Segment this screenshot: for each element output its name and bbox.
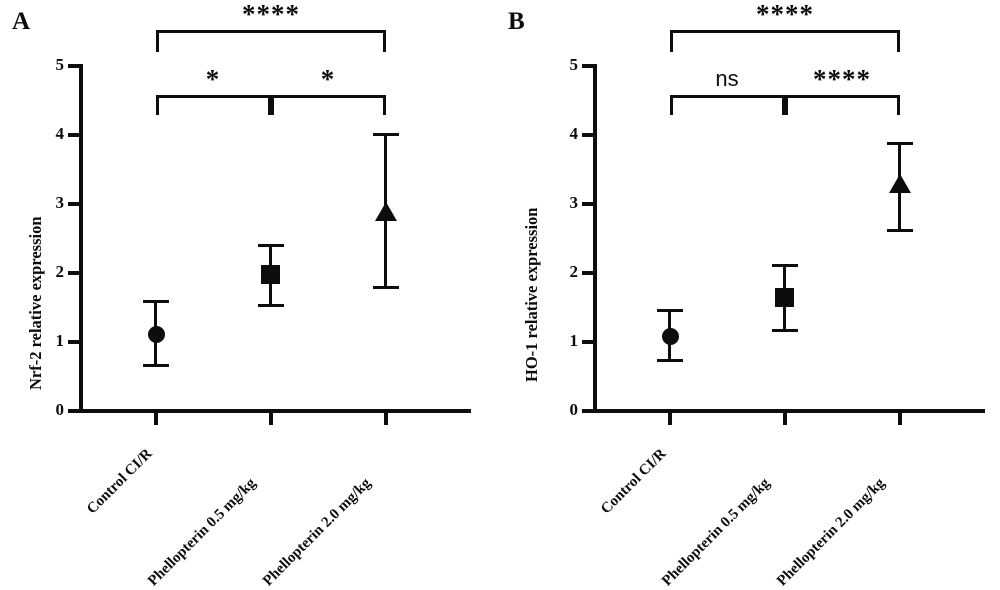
significance-label-b-0: **** (756, 0, 814, 29)
error-bar-cap-bottom-b-2 (887, 229, 913, 232)
y-tick-label-a-3: 3 (55, 193, 65, 212)
error-bar-cap-top-b-1 (772, 264, 798, 267)
error-bar-cap-top-b-2 (887, 142, 913, 145)
y-tick-b-5 (582, 64, 594, 68)
y-tick-b-1 (582, 340, 594, 344)
x-tick-b-0 (668, 413, 672, 425)
x-tick-label-b-1: Phellopterin 0.5 mg/kg (659, 475, 774, 590)
y-tick-label-a-4: 4 (55, 124, 65, 143)
data-point-marker-a-0 (148, 326, 165, 343)
panel-letter-a: A (12, 8, 31, 35)
y-tick-a-2 (68, 271, 80, 275)
y-tick-a-0 (68, 409, 80, 413)
error-bar-cap-bottom-b-0 (657, 359, 683, 362)
x-tick-a-0 (154, 413, 158, 425)
y-tick-label-a-2: 2 (55, 262, 65, 281)
y-tick-label-b-4: 4 (569, 124, 579, 143)
y-tick-b-0 (582, 409, 594, 413)
y-tick-label-a-1: 1 (55, 331, 65, 350)
data-point-marker-b-1 (775, 288, 794, 307)
significance-label-b-2: **** (813, 64, 871, 94)
significance-bracket-a-1 (156, 95, 271, 115)
x-tick-b-1 (783, 413, 787, 425)
significance-bracket-b-0 (670, 30, 900, 52)
significance-bracket-a-0 (156, 30, 386, 52)
error-bar-cap-bottom-a-0 (143, 364, 169, 367)
significance-label-a-2: * (320, 64, 336, 94)
data-point-marker-b-0 (662, 328, 679, 345)
data-point-marker-a-1 (261, 265, 280, 284)
y-tick-a-3 (68, 202, 80, 206)
error-bar-cap-top-a-0 (143, 300, 169, 303)
y-axis-label-a: Nrf-2 relative expression (26, 216, 45, 390)
error-bar-cap-bottom-b-1 (772, 329, 798, 332)
significance-label-a-0: **** (242, 0, 300, 29)
significance-bracket-b-1 (670, 95, 785, 115)
y-tick-b-2 (582, 271, 594, 275)
y-tick-a-5 (68, 64, 80, 68)
panel-letter-b: B (508, 8, 525, 35)
x-axis-line-a (79, 409, 471, 413)
y-tick-label-b-5: 5 (569, 55, 579, 74)
error-bar-cap-top-b-0 (657, 309, 683, 312)
x-axis-line-b (593, 409, 985, 413)
y-tick-a-4 (68, 133, 80, 137)
panel-b: B HO-1 relative expression 0 1 2 3 4 5 C… (500, 0, 1000, 589)
significance-label-b-1: ns (715, 66, 739, 91)
x-tick-label-b-0: Control CI/R (598, 445, 670, 518)
x-tick-label-a-1: Phellopterin 0.5 mg/kg (145, 475, 260, 590)
x-tick-a-1 (269, 413, 273, 425)
error-bar-cap-bottom-a-2 (373, 286, 399, 289)
y-tick-label-b-3: 3 (569, 193, 579, 212)
x-tick-a-2 (384, 413, 388, 425)
x-tick-label-a-0: Control CI/R (84, 445, 156, 518)
y-tick-label-b-0: 0 (569, 400, 579, 419)
data-point-marker-a-2 (375, 202, 397, 221)
error-bar-cap-top-a-1 (258, 244, 284, 247)
y-axis-line-a (79, 64, 83, 412)
y-tick-label-b-1: 1 (569, 331, 579, 350)
y-tick-label-a-5: 5 (55, 55, 65, 74)
y-axis-line-b (593, 64, 597, 412)
significance-bracket-a-2 (271, 95, 386, 115)
x-tick-label-a-2: Phellopterin 2.0 mg/kg (260, 475, 375, 590)
y-axis-label-b: HO-1 relative expression (522, 207, 541, 382)
y-tick-b-4 (582, 133, 594, 137)
x-tick-label-b-2: Phellopterin 2.0 mg/kg (774, 475, 889, 590)
y-tick-b-3 (582, 202, 594, 206)
panel-a: A Nrf-2 relative expression 0 1 2 3 4 5 … (0, 0, 500, 589)
y-tick-a-1 (68, 340, 80, 344)
y-tick-label-a-0: 0 (55, 400, 65, 419)
y-tick-label-b-2: 2 (569, 262, 579, 281)
error-bar-cap-bottom-a-1 (258, 304, 284, 307)
significance-bracket-b-2 (785, 95, 900, 115)
error-bar-cap-top-a-2 (373, 133, 399, 136)
x-tick-b-2 (898, 413, 902, 425)
significance-label-a-1: * (205, 64, 221, 94)
data-point-marker-b-2 (889, 174, 911, 193)
